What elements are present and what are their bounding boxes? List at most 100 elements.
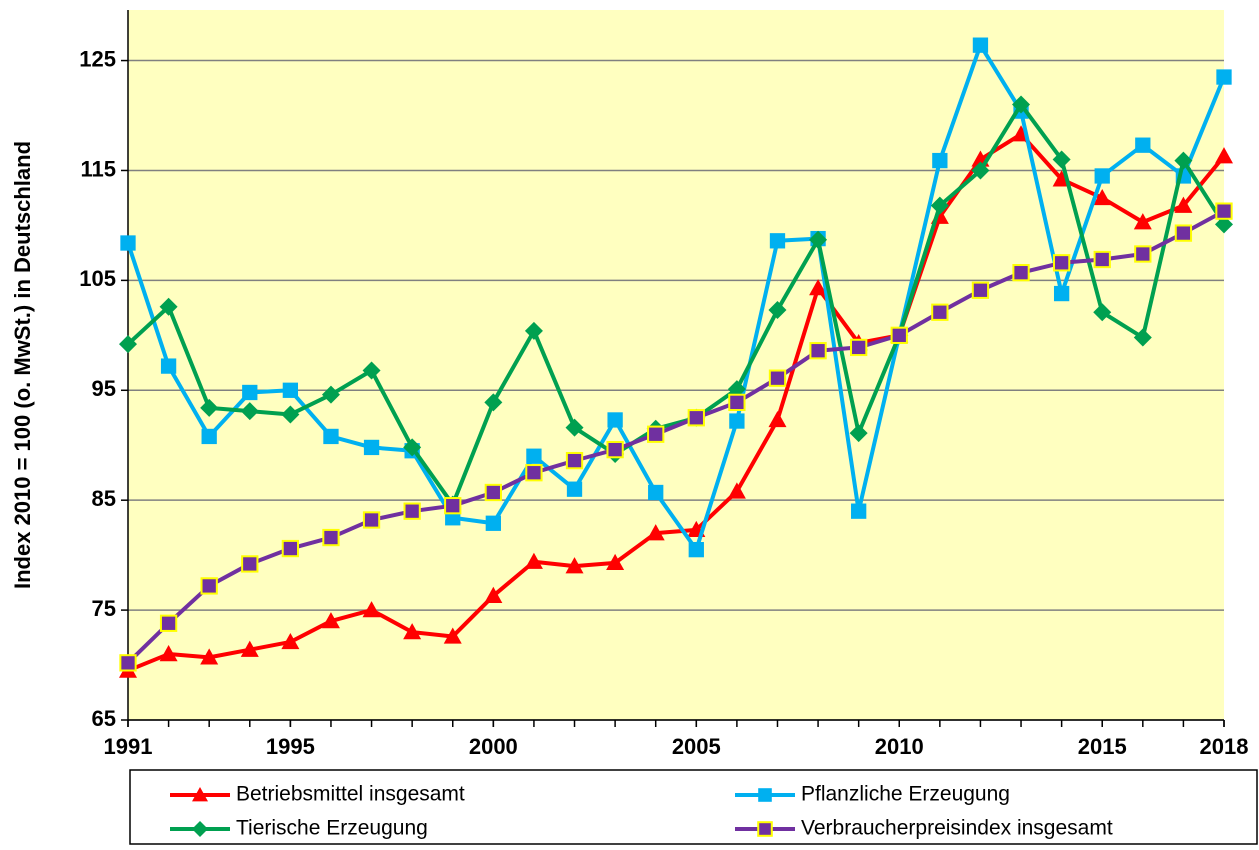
- marker: [890, 326, 908, 344]
- marker: [566, 481, 583, 497]
- legend: Betriebsmittel insgesamt Pflanzliche Erze…: [129, 769, 1258, 845]
- marker: [362, 361, 381, 380]
- y-tick-label: 105: [79, 266, 116, 291]
- marker: [119, 335, 137, 354]
- marker: [443, 627, 462, 644]
- marker: [240, 640, 259, 657]
- marker: [851, 503, 867, 519]
- marker: [971, 161, 990, 180]
- marker: [1174, 224, 1193, 242]
- marker: [1216, 69, 1232, 85]
- marker: [1094, 168, 1110, 184]
- marker: [524, 321, 543, 340]
- legend-label: Betriebsmittel insgesamt: [236, 783, 465, 806]
- marker: [687, 409, 705, 427]
- line: [127, 132, 1226, 673]
- series: [119, 202, 1233, 672]
- marker: [282, 382, 299, 398]
- marker: [646, 524, 665, 541]
- marker: [201, 428, 217, 445]
- marker: [403, 502, 421, 520]
- x-tick-label: 1991: [104, 734, 153, 759]
- marker: [971, 281, 990, 299]
- y-tick-label: 75: [92, 596, 116, 621]
- marker: [648, 484, 664, 501]
- marker: [403, 623, 422, 640]
- marker: [606, 440, 624, 459]
- marker: [607, 412, 623, 428]
- marker: [192, 821, 208, 837]
- marker: [768, 410, 787, 428]
- marker: [565, 418, 584, 437]
- marker: [729, 413, 745, 429]
- marker: [932, 152, 948, 169]
- marker: [1053, 285, 1070, 302]
- legend-box: [129, 769, 1258, 845]
- marker: [200, 648, 219, 665]
- marker: [362, 511, 381, 529]
- marker: [757, 821, 773, 837]
- marker: [727, 380, 746, 399]
- x-tick-label: 2010: [875, 734, 924, 759]
- legend-label: Pflanzliche Erzeugung: [801, 783, 1010, 806]
- marker: [281, 405, 300, 424]
- marker: [809, 230, 828, 249]
- marker: [200, 398, 219, 417]
- marker: [159, 297, 178, 316]
- marker: [403, 438, 422, 457]
- marker: [1215, 147, 1233, 164]
- marker: [160, 358, 177, 374]
- marker: [850, 338, 868, 357]
- y-axis-label: Index 2010 = 100 (o. MwSt.) in Deutschla…: [10, 141, 35, 589]
- marker: [1134, 245, 1152, 263]
- marker: [768, 369, 787, 387]
- marker: [484, 586, 503, 604]
- marker: [1174, 151, 1193, 170]
- marker: [809, 342, 827, 360]
- marker: [363, 439, 380, 456]
- marker: [484, 483, 502, 502]
- marker: [565, 451, 584, 470]
- x-tick-label: 2005: [672, 734, 721, 759]
- marker: [322, 528, 340, 547]
- marker: [1093, 303, 1112, 322]
- line: [126, 209, 1225, 665]
- marker: [120, 235, 136, 251]
- marker: [159, 614, 178, 632]
- marker: [159, 645, 178, 662]
- marker: [119, 654, 137, 672]
- marker: [526, 448, 542, 464]
- marker: [1133, 328, 1152, 347]
- marker: [192, 787, 208, 802]
- y-tick-label: 65: [92, 706, 116, 731]
- x-tick-label: 2018: [1200, 734, 1249, 759]
- marker: [606, 553, 625, 571]
- marker: [1052, 150, 1071, 169]
- marker: [323, 428, 339, 445]
- x-tick-label: 2015: [1078, 734, 1127, 759]
- marker: [972, 37, 989, 53]
- marker: [1215, 202, 1233, 220]
- marker: [728, 393, 746, 412]
- marker: [1133, 213, 1152, 230]
- marker: [485, 515, 501, 531]
- marker: [524, 552, 543, 569]
- marker: [768, 301, 787, 320]
- marker: [565, 557, 584, 574]
- marker: [362, 601, 381, 618]
- marker: [281, 539, 300, 558]
- y-tick-label: 95: [92, 376, 116, 401]
- marker: [1093, 188, 1112, 206]
- x-tick-label: 2000: [469, 734, 518, 759]
- marker: [931, 303, 949, 321]
- y-tick-label: 115: [81, 156, 117, 181]
- marker: [758, 788, 772, 802]
- marker: [1174, 196, 1193, 213]
- marker: [321, 612, 340, 629]
- marker: [1012, 264, 1030, 282]
- marker: [809, 279, 828, 296]
- marker: [1052, 254, 1071, 272]
- marker: [484, 393, 503, 412]
- line: [126, 102, 1226, 507]
